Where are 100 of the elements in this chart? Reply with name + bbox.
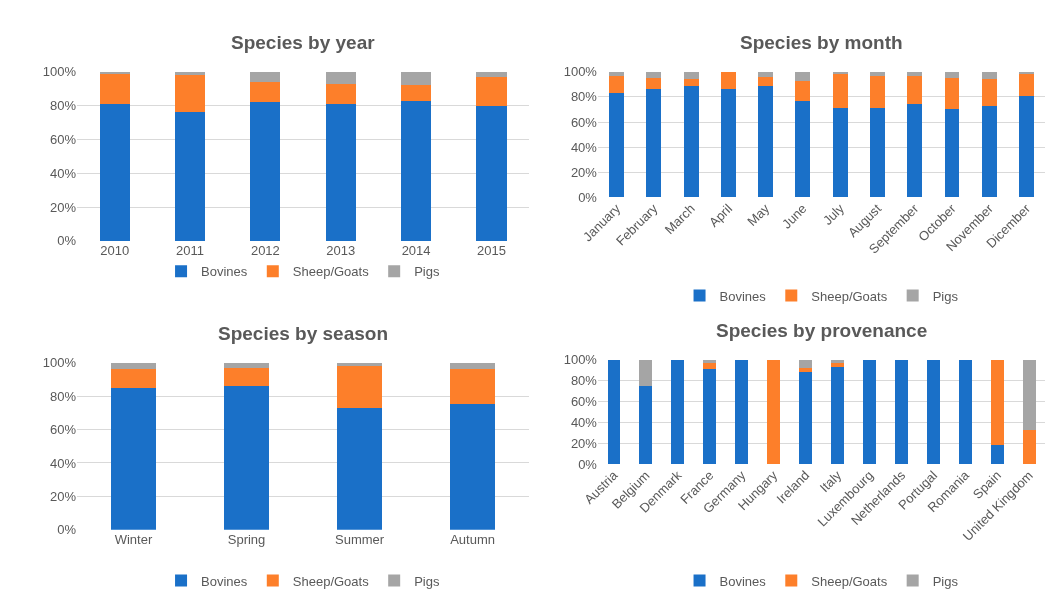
y-tick-label: 40% <box>49 455 77 471</box>
y-tick-label: 0% <box>57 522 77 538</box>
bar <box>735 359 749 465</box>
bar <box>831 367 844 465</box>
x-tick-label: 2014 <box>401 242 431 258</box>
bar <box>174 75 206 113</box>
bar <box>1022 359 1036 430</box>
bar <box>250 71 281 82</box>
y-tick-label: 20% <box>49 199 77 215</box>
y-tick-label: 0% <box>57 233 77 249</box>
bar <box>869 108 885 198</box>
bar <box>99 71 130 74</box>
bar <box>869 71 885 76</box>
bar <box>926 359 940 465</box>
bar <box>720 71 736 90</box>
y-tick-label: 100% <box>42 64 77 80</box>
bar <box>671 359 685 465</box>
y-tick-label: 100% <box>563 64 598 80</box>
x-tick-label: Autumn <box>450 531 496 547</box>
bar <box>223 367 270 387</box>
legend-label: Sheep/Goats <box>292 573 370 589</box>
bar <box>401 71 432 86</box>
chart-title: Species by year <box>231 32 376 53</box>
bar <box>646 78 662 90</box>
bar <box>981 79 997 106</box>
bar <box>476 71 507 77</box>
bar <box>799 359 812 369</box>
bar <box>609 75 625 94</box>
legend-label: Bovines <box>719 288 767 304</box>
bar <box>990 445 1004 465</box>
chart-title: Species by month <box>740 32 903 53</box>
x-tick-label: July <box>819 200 848 228</box>
y-tick-label: 60% <box>570 394 598 410</box>
bar <box>325 103 356 241</box>
bar <box>990 359 1004 446</box>
bar <box>832 108 848 198</box>
x-tick-label: 2010 <box>100 242 130 258</box>
x-tick-label: 2013 <box>326 242 356 258</box>
y-tick-label: 60% <box>49 422 77 438</box>
bar <box>703 362 717 370</box>
bar <box>99 73 130 104</box>
y-tick-label: 20% <box>570 164 598 180</box>
bar <box>174 112 206 241</box>
y-tick-label: 80% <box>49 98 77 114</box>
y-tick-label: 20% <box>49 488 77 504</box>
bar <box>720 89 736 198</box>
bar <box>110 369 157 388</box>
x-tick-label: Winter <box>114 531 153 547</box>
y-tick-label: 60% <box>49 131 77 147</box>
bar <box>450 404 496 530</box>
bar <box>703 369 717 465</box>
x-tick-label: 2015 <box>476 242 506 258</box>
bar <box>401 85 432 101</box>
bar <box>110 387 157 530</box>
bar <box>831 359 844 363</box>
bar <box>799 372 812 465</box>
bar <box>336 365 383 408</box>
bar <box>758 76 774 86</box>
x-tick-label: 2012 <box>250 242 280 258</box>
y-tick-label: 80% <box>570 89 598 105</box>
bar <box>895 359 908 465</box>
y-tick-label: 60% <box>570 114 598 130</box>
bar <box>703 359 717 363</box>
bar <box>832 71 848 74</box>
y-tick-label: 40% <box>570 139 598 155</box>
bar <box>639 385 653 465</box>
bar <box>981 105 997 198</box>
bar <box>683 71 699 80</box>
bar <box>758 71 774 77</box>
bar <box>99 103 130 241</box>
bar <box>863 359 876 465</box>
legend-label: Sheep/Goats <box>811 288 888 304</box>
bar <box>907 71 923 76</box>
y-tick-label: 0% <box>578 456 598 472</box>
chart-title: Species by season <box>218 323 389 344</box>
bar <box>832 73 848 109</box>
legend-label: Pigs <box>932 288 959 304</box>
y-tick-label: 40% <box>570 414 598 430</box>
bar <box>958 359 972 465</box>
y-tick-label: 40% <box>49 165 77 181</box>
bar <box>944 78 960 110</box>
y-tick-label: 80% <box>49 388 77 404</box>
bar <box>250 81 281 103</box>
bar <box>795 100 811 198</box>
x-tick-label: May <box>744 200 773 229</box>
bar <box>683 79 699 86</box>
bar <box>250 102 281 241</box>
bar <box>869 75 885 109</box>
bar <box>325 71 356 84</box>
bar <box>758 85 774 198</box>
bar <box>401 100 432 241</box>
legend-label: Sheep/Goats <box>292 264 370 280</box>
bar <box>450 369 496 405</box>
bar <box>223 386 270 530</box>
x-tick-label: 2011 <box>176 242 204 258</box>
bar <box>336 407 383 530</box>
chart-title: Species by provenance <box>716 320 928 341</box>
bar <box>223 362 270 368</box>
legend-label: Sheep/Goats <box>811 573 888 589</box>
bar <box>476 76 507 106</box>
